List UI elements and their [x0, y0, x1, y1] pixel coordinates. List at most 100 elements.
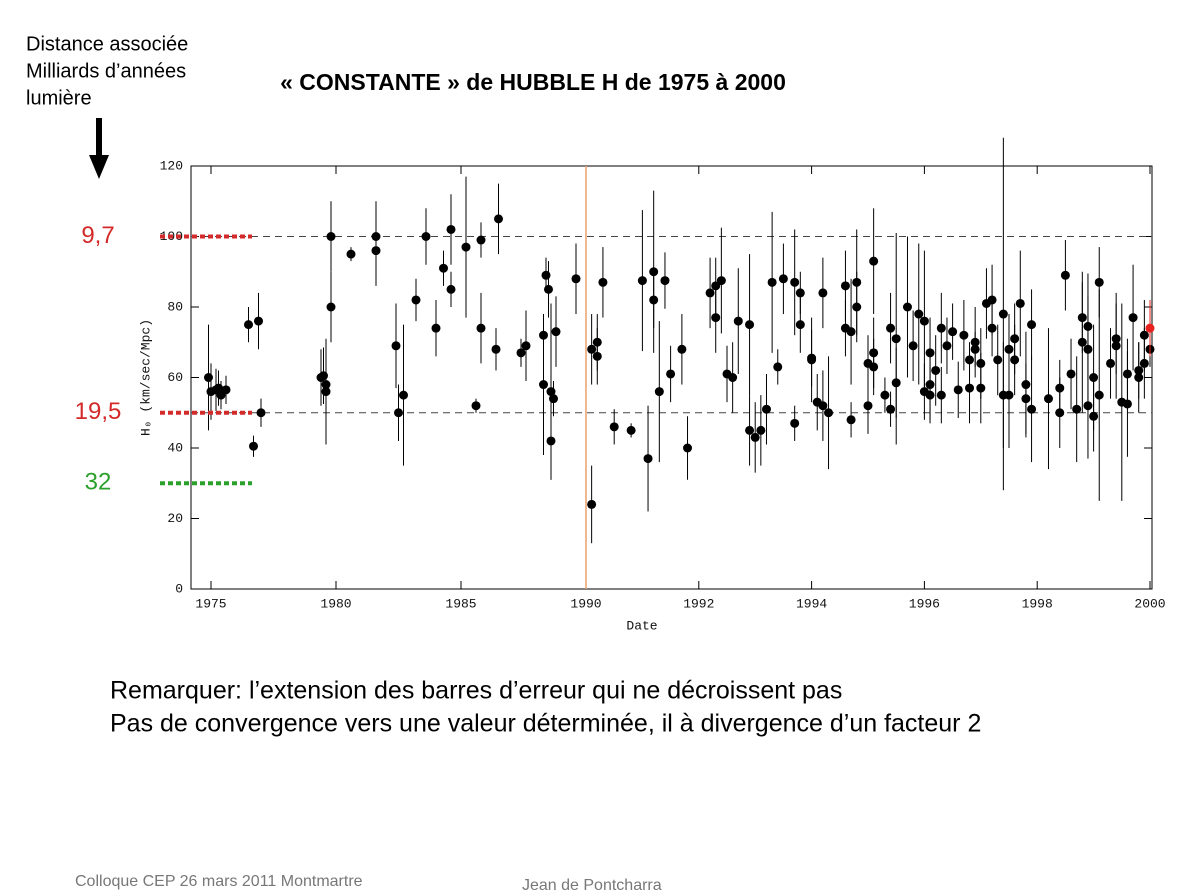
- data-point: [371, 246, 381, 256]
- data-point: [728, 373, 738, 382]
- data-point: [959, 330, 969, 340]
- x-tick-label: 1975: [195, 596, 226, 611]
- data-point: [795, 288, 805, 298]
- data-point: [476, 235, 486, 245]
- data-point: [936, 323, 946, 333]
- data-point: [461, 242, 471, 252]
- data-point: [411, 295, 421, 305]
- side-note: Milliards d’années: [26, 60, 186, 82]
- data-point: [677, 344, 687, 354]
- data-point: [1145, 323, 1155, 333]
- x-tick-label: 1998: [1022, 596, 1053, 611]
- data-point: [891, 334, 901, 344]
- data-point: [1083, 344, 1093, 354]
- data-point: [244, 320, 253, 330]
- data-point: [745, 320, 755, 330]
- data-point: [1004, 390, 1014, 400]
- data-point: [1077, 337, 1087, 347]
- x-tick-label: 1996: [909, 596, 940, 611]
- remark: Remarquer: l’extension des barres d’erre…: [110, 677, 842, 705]
- down-arrow: [89, 118, 109, 179]
- data-point: [544, 284, 553, 294]
- data-point: [790, 277, 800, 287]
- data-point: [394, 408, 403, 418]
- data-point: [637, 276, 647, 286]
- data-point: [221, 385, 231, 395]
- data-point: [846, 415, 856, 425]
- data-point: [953, 385, 963, 395]
- x-tick-label: 1992: [683, 596, 714, 611]
- data-point: [998, 309, 1008, 319]
- data-point: [711, 313, 721, 323]
- data-point: [1106, 358, 1116, 368]
- data-point: [807, 353, 817, 363]
- remark: Pas de convergence vers une valeur déter…: [110, 710, 981, 738]
- y-tick-label: 80: [167, 299, 183, 314]
- data-point: [716, 276, 726, 286]
- x-axis-label: Date: [626, 618, 657, 633]
- data-point: [391, 341, 401, 351]
- slide-title: « CONSTANTE » de HUBBLE H de 1975 à 2000: [280, 69, 786, 95]
- data-point: [824, 408, 834, 418]
- data-point: [750, 432, 760, 442]
- data-point: [863, 401, 873, 411]
- side-marker-label: 9,7: [81, 222, 114, 249]
- y-tick-label: 60: [167, 370, 183, 385]
- data-point: [446, 224, 456, 234]
- data-point: [1060, 270, 1070, 280]
- x-tick-label: 1980: [320, 596, 351, 611]
- data-point: [970, 344, 980, 354]
- data-point: [1122, 399, 1132, 409]
- x-tick-label: 1985: [445, 596, 476, 611]
- data-point: [660, 276, 670, 286]
- data-point: [494, 214, 503, 224]
- data-point: [326, 302, 336, 312]
- data-point: [598, 277, 608, 287]
- side-marker-label: 32: [85, 469, 112, 496]
- data-point: [346, 249, 356, 259]
- data-point: [1043, 394, 1053, 404]
- data-point: [919, 316, 929, 326]
- data-point: [249, 441, 258, 451]
- data-point: [1128, 313, 1138, 323]
- data-point: [551, 327, 561, 337]
- data-point: [587, 499, 597, 509]
- data-point: [795, 320, 805, 330]
- data-point: [399, 390, 408, 400]
- data-point: [421, 232, 431, 241]
- data-point: [541, 270, 551, 280]
- data-point: [1055, 408, 1065, 418]
- data-point: [521, 341, 531, 351]
- data-point: [976, 358, 986, 368]
- x-tick-label: 1994: [796, 596, 827, 611]
- data-point: [1021, 380, 1031, 390]
- side-note: Distance associée: [26, 33, 188, 55]
- data-point: [936, 390, 946, 400]
- data-point: [948, 327, 958, 337]
- data-point: [987, 323, 997, 333]
- data-point: [516, 348, 526, 358]
- data-point: [942, 341, 952, 351]
- y-tick-label: 20: [167, 511, 183, 526]
- data-point: [546, 436, 556, 446]
- data-point: [886, 323, 896, 333]
- data-point: [549, 394, 558, 404]
- footer: Colloque CEP 26 mars 2011 Montmartre: [75, 873, 363, 890]
- data-point: [1066, 369, 1076, 379]
- y-tick-label: 120: [160, 158, 183, 173]
- data-point: [869, 256, 879, 266]
- data-point: [773, 362, 783, 372]
- data-point: [965, 355, 975, 365]
- data-point: [902, 302, 912, 312]
- side-marker-label: 19,5: [75, 398, 122, 425]
- data-point: [705, 288, 715, 298]
- data-point: [1027, 320, 1037, 330]
- data-point: [914, 309, 924, 319]
- data-point: [431, 323, 441, 333]
- data-point: [852, 302, 862, 312]
- data-point: [1111, 341, 1121, 351]
- data-point: [1072, 404, 1082, 414]
- data-point: [319, 371, 328, 381]
